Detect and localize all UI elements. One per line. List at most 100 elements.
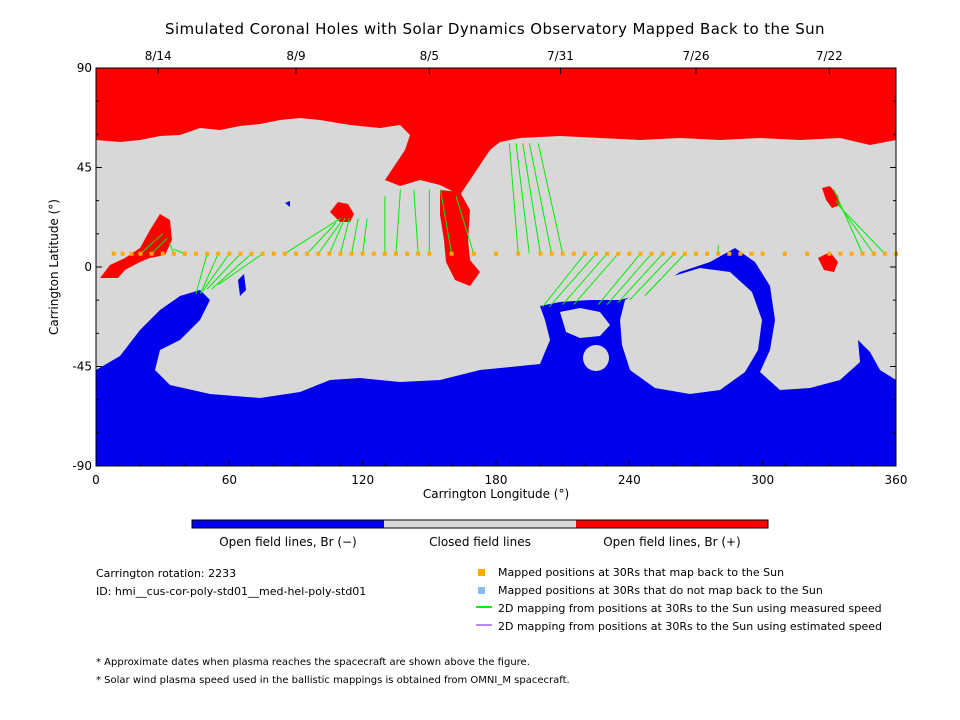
mapped-point (149, 251, 154, 256)
mapping-line (140, 233, 164, 255)
mapped-point (405, 251, 410, 256)
mapped-point (471, 251, 476, 256)
mapping-line (339, 218, 350, 254)
mapped-point (138, 251, 143, 256)
mapping-line (522, 143, 541, 254)
mapping-line (508, 143, 519, 254)
mapping-line (395, 189, 401, 254)
mapped-point (427, 251, 432, 256)
blue-patch-65 (238, 274, 246, 296)
mapped-point (338, 251, 343, 256)
legend-swatch-unmapped (478, 587, 485, 594)
coronal-hole-map (96, 68, 896, 466)
mapped-point (594, 251, 598, 256)
mapped-point (282, 251, 287, 256)
mapping-line (455, 196, 475, 254)
mapped-point (738, 251, 743, 256)
y-tick-label: -45 (72, 360, 92, 374)
mapped-point (805, 251, 810, 256)
mapped-point (449, 251, 454, 256)
mapping-line (206, 253, 241, 290)
y-tick-label: -90 (72, 459, 92, 473)
mapping-line (211, 253, 252, 290)
mapped-point (382, 251, 387, 256)
mapping-line (351, 218, 359, 254)
mapped-point (271, 251, 276, 256)
mapped-point (394, 251, 398, 256)
mapping-line (306, 222, 337, 255)
mapped-point (111, 251, 116, 256)
red-patch-327 (818, 252, 838, 272)
mapped-point (516, 251, 521, 256)
mapping-line (317, 222, 341, 255)
y-tick-label: 45 (77, 161, 92, 175)
x-tick-label: 0 (92, 473, 100, 487)
mapped-point (327, 251, 332, 256)
mapping-line (413, 189, 419, 254)
red-patch-110 (330, 202, 354, 222)
mapped-point (871, 251, 876, 256)
mapped-point (371, 251, 376, 256)
x-tick-label: 300 (751, 473, 774, 487)
mapped-point (571, 251, 576, 256)
mapped-point (316, 251, 321, 256)
mapped-point (649, 251, 654, 256)
model-id: ID: hmi__cus-cor-poly-std01__med-hel-pol… (96, 585, 367, 598)
mapped-point (227, 251, 232, 256)
colorbar-segment (192, 520, 384, 528)
mapped-point (671, 251, 676, 256)
x-tick-label: 60 (222, 473, 237, 487)
mapping-line (837, 204, 886, 255)
mapping-line (284, 217, 341, 255)
closed-field-island-c (560, 308, 610, 338)
red-tongue-160 (440, 190, 480, 286)
legend-estimated: 2D mapping from positions at 30Rs to the… (498, 620, 883, 633)
date-tick-label: 8/5 (420, 49, 439, 63)
colorbar-segment (576, 520, 768, 528)
mapping-line (537, 143, 564, 254)
mapped-point (638, 251, 643, 256)
mapped-point (727, 251, 732, 256)
mapped-point (660, 251, 665, 256)
axis-ticks: 0 60 120 180 240 300 360 -90 -45 0 45 90 8/14 8/9 8/5 7… (72, 49, 907, 487)
mapped-point (560, 251, 565, 256)
date-tick-label: 8/9 (286, 49, 305, 63)
legend-swatch-estimated (476, 624, 492, 626)
y-axis-label: Carrington Latitude (°) (47, 199, 61, 335)
mapped-point (120, 251, 125, 256)
mapping-line (597, 253, 641, 305)
mapping-line (644, 253, 686, 297)
mapped-point (129, 251, 134, 256)
legend-mapped: Mapped positions at 30Rs that map back t… (498, 566, 785, 579)
mapped-point (305, 251, 310, 256)
date-tick-label: 7/31 (547, 49, 574, 63)
mapping-line (439, 189, 453, 254)
mapped-point (694, 251, 698, 256)
mapped-point (549, 251, 554, 256)
legend-swatch-measured (476, 606, 492, 608)
mapped-point (160, 251, 165, 256)
mapping-lines (140, 143, 886, 308)
mapping-line (548, 253, 597, 308)
mapping-line (362, 218, 368, 254)
mapped-point (194, 251, 198, 256)
mapped-point (182, 251, 187, 256)
mapped-point (760, 251, 765, 256)
mapped-point (416, 251, 421, 256)
colorbar-label-closed: Closed field lines (429, 535, 531, 549)
y-tick-label: 90 (77, 61, 92, 75)
colorbar-segment (384, 520, 576, 528)
mapped-point (605, 251, 610, 256)
north-polar-hole (96, 68, 896, 195)
mapping-line (617, 253, 664, 303)
mapped-point (838, 251, 843, 256)
mapping-line (833, 189, 864, 254)
date-tick-label: 8/14 (145, 49, 172, 63)
mapped-point (360, 251, 365, 256)
closed-field-island-b (583, 345, 609, 371)
mapping-line (199, 253, 219, 294)
mapped-point (716, 251, 721, 256)
mapping-line (328, 218, 346, 254)
mapping-line (195, 253, 208, 294)
legend-swatch-mapped (478, 569, 485, 576)
